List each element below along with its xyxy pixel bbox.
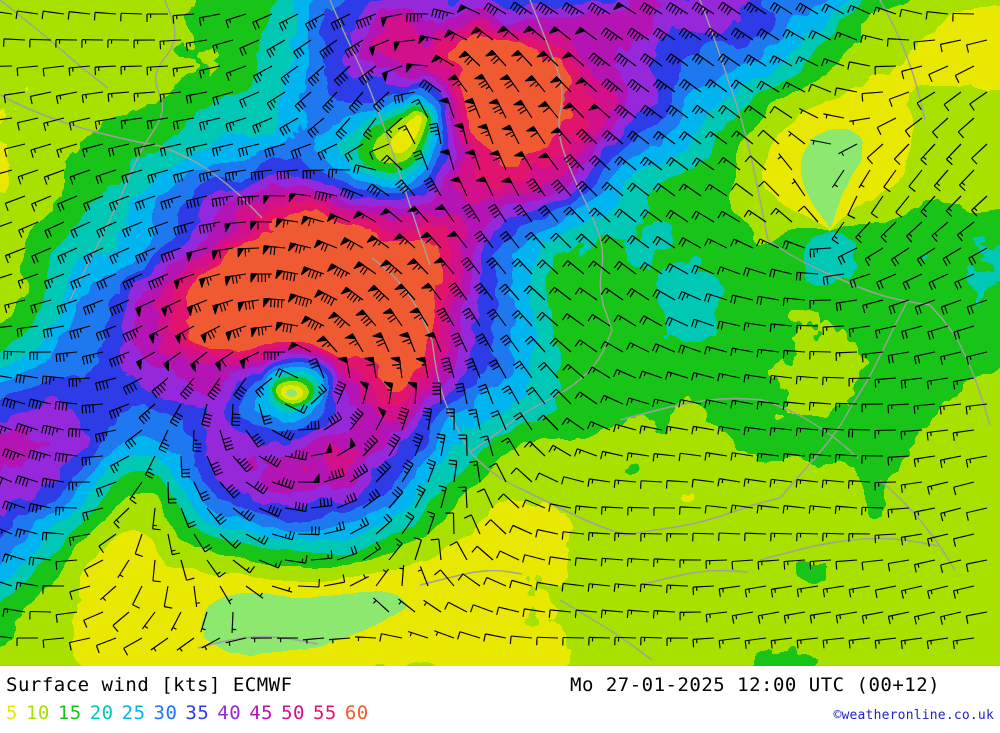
legend-level-40: 40	[217, 702, 242, 724]
legend-level-15: 15	[57, 702, 82, 724]
legend-level-30: 30	[153, 702, 178, 724]
legend-level-45: 45	[249, 702, 274, 724]
legend-level-50: 50	[281, 702, 305, 724]
color-scale-legend: 5 10 15 20 25 30 35 40 45 50 55 60	[6, 702, 377, 724]
surface-wind-field-canvas[interactable]	[0, 0, 1000, 666]
legend-level-10: 10	[25, 702, 50, 724]
legend-level-25: 25	[121, 702, 146, 724]
page-title: Surface wind [kts] ECMWF	[6, 674, 293, 696]
legend-level-5: 5	[6, 702, 18, 724]
legend-level-35: 35	[185, 702, 210, 724]
map-footer: Surface wind [kts] ECMWF Mo 27-01-2025 1…	[0, 666, 1000, 733]
legend-level-55: 55	[312, 702, 337, 724]
wind-map-panel[interactable]	[0, 0, 1000, 666]
legend-level-20: 20	[89, 702, 114, 724]
valid-time-label: Mo 27-01-2025 12:00 UTC (00+12)	[570, 674, 941, 696]
legend-level-60: 60	[344, 702, 369, 724]
copyright-label: ©weatheronline.co.uk	[833, 708, 994, 723]
